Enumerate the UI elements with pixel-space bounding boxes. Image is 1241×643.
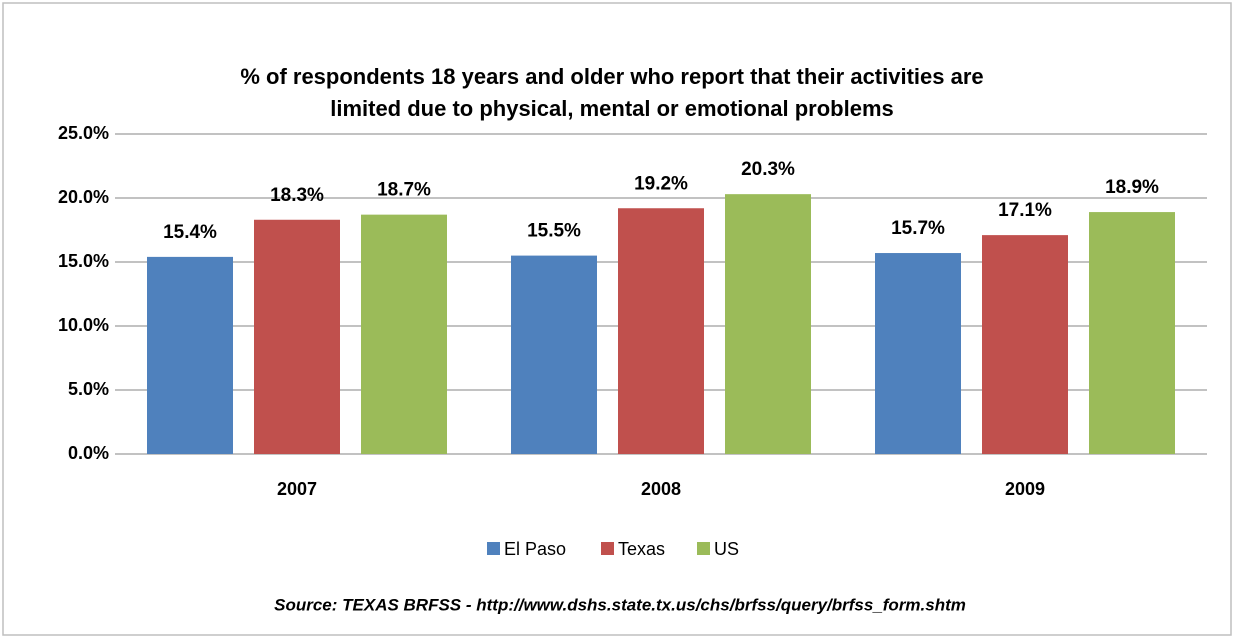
legend-swatch [697, 542, 710, 555]
bar [618, 208, 704, 454]
value-label: 15.4% [163, 222, 217, 243]
y-tick-label: 0.0% [68, 443, 109, 463]
x-tick-label: 2007 [277, 479, 317, 499]
bar [982, 235, 1068, 454]
chart-title: % of respondents 18 years and older who … [240, 64, 983, 89]
y-tick-label: 5.0% [68, 379, 109, 399]
value-label: 19.2% [634, 173, 688, 194]
value-label: 17.1% [998, 200, 1052, 221]
legend-label: Texas [618, 539, 665, 559]
legend-swatch [601, 542, 614, 555]
value-label: 18.3% [270, 185, 324, 206]
bar [361, 214, 447, 454]
x-tick-label: 2008 [641, 479, 681, 499]
legend-label: US [714, 539, 739, 559]
y-tick-label: 20.0% [58, 187, 109, 207]
x-tick-label: 2009 [1005, 479, 1045, 499]
value-label: 18.7% [377, 180, 431, 201]
chart-title: limited due to physical, mental or emoti… [330, 96, 894, 121]
bar [1089, 212, 1175, 454]
y-tick-label: 10.0% [58, 315, 109, 335]
value-label: 18.9% [1105, 177, 1159, 198]
value-label: 20.3% [741, 159, 795, 180]
bar [875, 253, 961, 454]
value-label: 15.7% [891, 218, 945, 239]
value-label: 15.5% [527, 221, 581, 242]
legend-swatch [487, 542, 500, 555]
bar [254, 219, 340, 454]
bar [725, 194, 811, 454]
y-tick-label: 15.0% [58, 251, 109, 271]
y-tick-label: 25.0% [58, 123, 109, 143]
legend-label: El Paso [504, 539, 566, 559]
bar [147, 256, 233, 454]
bar [511, 255, 597, 454]
source-note: Source: TEXAS BRFSS - http://www.dshs.st… [274, 595, 966, 614]
